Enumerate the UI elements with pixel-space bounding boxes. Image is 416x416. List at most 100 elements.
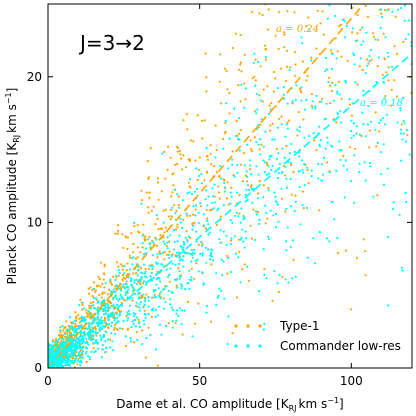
commander-point	[386, 51, 389, 54]
commander-point	[70, 350, 73, 353]
type1-point	[230, 186, 233, 189]
commander-point	[151, 308, 155, 311]
commander-point	[154, 315, 157, 319]
commander-point	[308, 28, 311, 31]
type1-point	[269, 124, 272, 127]
commander-point	[255, 140, 258, 144]
commander-point	[304, 108, 307, 111]
commander-point	[96, 312, 99, 315]
commander-point	[78, 344, 81, 347]
commander-point	[272, 214, 275, 217]
type1-point	[284, 174, 287, 177]
type1-point	[313, 139, 316, 142]
commander-point	[264, 130, 267, 133]
commander-point	[186, 239, 189, 243]
commander-point	[97, 300, 100, 303]
commander-point	[128, 313, 131, 316]
commander-point	[159, 252, 162, 255]
type1-point	[147, 326, 150, 329]
type1-point	[175, 209, 178, 212]
commander-point	[256, 108, 259, 111]
type1-point	[228, 112, 231, 115]
commander-point	[291, 239, 295, 242]
commander-point	[202, 213, 206, 216]
type1-point	[349, 146, 352, 149]
commander-point	[197, 270, 200, 273]
commander-point	[143, 263, 146, 266]
commander-point	[317, 162, 320, 165]
commander-point	[127, 309, 130, 313]
commander-point	[103, 308, 106, 311]
type1-point	[177, 267, 180, 270]
commander-point	[363, 161, 366, 164]
commander-point	[353, 63, 356, 66]
type1-point	[164, 208, 167, 211]
commander-point	[116, 303, 119, 306]
type1-point	[168, 250, 171, 253]
commander-point	[138, 296, 141, 299]
type1-point	[210, 163, 213, 166]
commander-point	[399, 109, 402, 112]
commander-point	[84, 341, 87, 344]
commander-point	[147, 313, 150, 316]
commander-point	[368, 54, 371, 58]
type1-point	[226, 254, 229, 257]
type1-point	[231, 332, 234, 335]
type1-point	[185, 113, 188, 116]
commander-point	[67, 328, 70, 331]
commander-point	[181, 248, 184, 251]
commander-point	[250, 173, 253, 176]
type1-point	[122, 273, 125, 277]
commander-point	[128, 268, 132, 271]
commander-point	[115, 274, 118, 277]
commander-point	[327, 81, 330, 84]
type1-point	[157, 198, 160, 201]
commander-point	[84, 346, 87, 349]
commander-point	[137, 293, 140, 296]
commander-point	[131, 290, 135, 293]
commander-point	[222, 230, 225, 233]
commander-point	[69, 332, 72, 335]
commander-point	[326, 136, 329, 139]
commander-point	[229, 191, 232, 194]
commander-point	[141, 343, 144, 346]
commander-point	[344, 79, 347, 83]
commander-point	[102, 333, 105, 336]
type1-point	[278, 11, 281, 14]
type1-point	[126, 247, 129, 251]
type1-point	[154, 223, 157, 226]
type1-point	[171, 173, 174, 176]
commander-point	[331, 200, 334, 204]
type1-point	[103, 286, 106, 289]
commander-point	[135, 301, 138, 304]
type1-point	[218, 80, 221, 83]
commander-point	[166, 247, 169, 250]
type1-point	[262, 88, 265, 91]
type1-point	[197, 302, 200, 305]
type1-point	[266, 163, 269, 166]
commander-point	[74, 340, 78, 343]
type1-point	[251, 77, 254, 80]
type1-point	[156, 364, 159, 367]
commander-point	[239, 238, 242, 241]
commander-point	[324, 70, 327, 73]
commander-point	[352, 134, 355, 137]
commander-point	[71, 342, 74, 345]
commander-point	[167, 289, 170, 292]
type1-point	[181, 333, 184, 336]
type1-point	[147, 267, 150, 270]
commander-point	[144, 316, 147, 319]
type1-point	[393, 79, 396, 82]
type1-point	[149, 147, 152, 150]
type1-point	[88, 304, 91, 307]
commander-point	[320, 179, 323, 182]
commander-point	[144, 300, 147, 303]
commander-point	[115, 312, 118, 315]
commander-point	[180, 283, 183, 286]
type1-point	[174, 163, 177, 166]
commander-point	[90, 350, 93, 353]
commander-point	[97, 318, 100, 321]
commander-point	[177, 251, 181, 254]
legend-label-commander: Commander low-res	[280, 339, 401, 353]
type1-point	[134, 257, 137, 260]
